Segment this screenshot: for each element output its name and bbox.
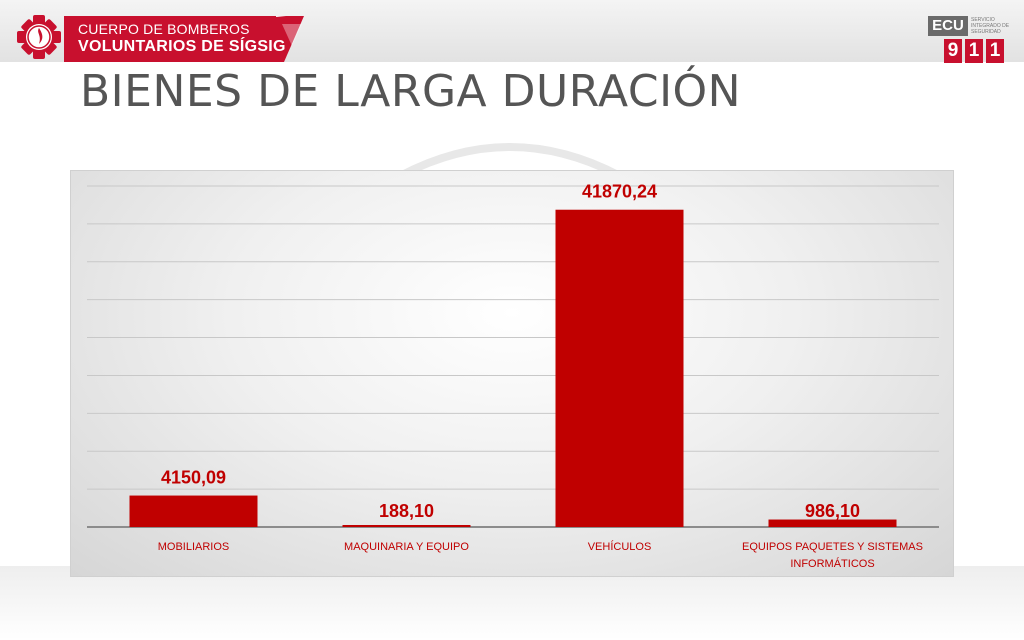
category-label: MOBILIARIOS [158,541,230,553]
data-label: 41870,24 [582,182,657,202]
data-label: 986,10 [805,501,860,521]
chart-panel: 4150,09 MOBILIARIOS 188,10 MAQUINARIA Y EQU… [70,170,954,577]
data-label: 188,10 [379,501,434,521]
category-label: MAQUINARIA Y EQUIPO [344,541,469,553]
ecu-digit: 1 [965,39,983,63]
ecu-digit: 9 [944,39,962,63]
bar [768,519,897,527]
footer-band [0,566,1024,640]
category-label: EQUIPOS PAQUETES Y SISTEMAS [742,541,923,553]
fire-department-emblem-icon [16,14,62,60]
organization-banner: CUERPO DE BOMBEROS VOLUNTARIOS DE SÍGSIG [64,16,304,62]
ecu-label: ECU [928,16,968,36]
bar [555,209,684,528]
ecu-digit: 1 [986,39,1004,63]
page-title: BIENES DE LARGA DURACIÓN [80,66,742,117]
bar [342,525,471,527]
ecu911-logo: ECU SERVICIO INTEGRADO DE SEGURIDAD 9 1 … [928,16,1012,66]
org-name-line2: VOLUNTARIOS DE SÍGSIG [78,38,286,55]
bar [129,495,258,527]
category-label: INFORMÁTICOS [790,557,874,570]
category-label: VEHÍCULOS [588,540,652,553]
bar-chart: 4150,09 MOBILIARIOS 188,10 MAQUINARIA Y EQU… [87,182,939,570]
data-label: 4150,09 [161,468,226,488]
org-name-line1: CUERPO DE BOMBEROS [78,21,250,37]
ecu-subtitle: SERVICIO INTEGRADO DE SEGURIDAD [971,17,1010,35]
decorative-arc [398,143,622,178]
